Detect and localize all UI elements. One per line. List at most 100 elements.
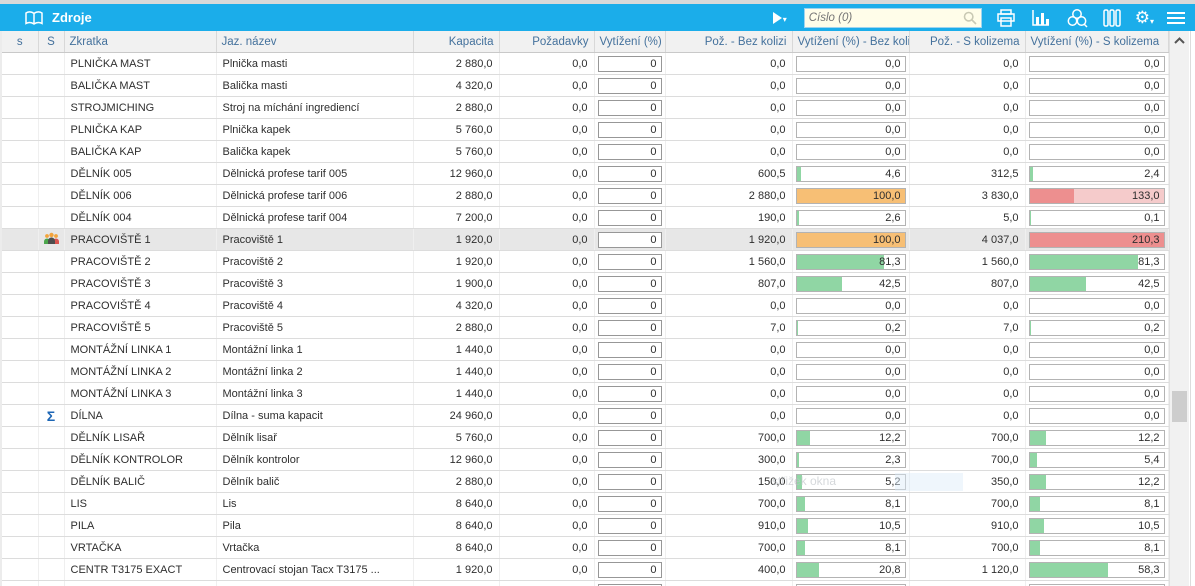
- cell-S[interactable]: [38, 162, 65, 185]
- cell-vytizeni[interactable]: 0: [594, 294, 666, 317]
- cell-vyt_s[interactable]: 133,0: [1025, 184, 1169, 207]
- cell-s[interactable]: [2, 96, 39, 119]
- cell-poz_s[interactable]: 0,0: [909, 382, 1026, 405]
- cell-kapacita[interactable]: 7 200,0: [413, 206, 500, 229]
- menu-icon[interactable]: [1167, 9, 1185, 27]
- cell-S[interactable]: [38, 184, 65, 207]
- cell-vytizeni[interactable]: 0: [594, 382, 666, 405]
- cell-S[interactable]: [38, 514, 65, 537]
- col-header-poz_s[interactable]: Pož. - S kolizema: [909, 31, 1026, 53]
- search-icon[interactable]: [962, 10, 981, 26]
- cell-pozadavky[interactable]: 0,0: [499, 162, 595, 185]
- cell-vytizeni[interactable]: 0: [594, 514, 666, 537]
- cell-nazev[interactable]: Dělnická profese tarif 005: [216, 162, 414, 185]
- cell-kapacita[interactable]: 2 880,0: [413, 470, 500, 493]
- utilization-input[interactable]: 0: [597, 99, 662, 116]
- utilization-input[interactable]: 0: [597, 517, 662, 534]
- cell-zkratka[interactable]: BALIČKA KAP: [64, 140, 217, 163]
- utilization-input[interactable]: 0: [597, 209, 662, 226]
- cell-zkratka[interactable]: DĚLNÍK LISAŘ: [64, 426, 217, 449]
- cell-kapacita[interactable]: 1 920,0: [413, 250, 500, 273]
- col-header-poz_bez[interactable]: Pož. - Bez kolizi: [665, 31, 793, 53]
- cell-poz_s[interactable]: 3 830,0: [909, 184, 1026, 207]
- cell-kapacita[interactable]: [413, 580, 500, 586]
- cell-S[interactable]: [38, 228, 65, 251]
- utilization-input[interactable]: 0: [597, 363, 662, 380]
- cell-vyt_bez[interactable]: 8,1: [792, 536, 910, 559]
- cell-kapacita[interactable]: 8 640,0: [413, 536, 500, 559]
- cell-poz_s[interactable]: 0,0: [909, 360, 1026, 383]
- cell-S[interactable]: [38, 118, 65, 141]
- cell-nazev[interactable]: Dělník kontrolor: [216, 448, 414, 471]
- cell-pozadavky[interactable]: 0,0: [499, 558, 595, 581]
- cell-s[interactable]: [2, 162, 39, 185]
- cell-poz_s[interactable]: 312,5: [909, 162, 1026, 185]
- cell-poz_bez[interactable]: [665, 580, 793, 586]
- cell-s[interactable]: [2, 382, 39, 405]
- cell-nazev[interactable]: Balička kapek: [216, 140, 414, 163]
- cell-s[interactable]: [2, 118, 39, 141]
- cell-nazev[interactable]: Dělnická profese tarif 006: [216, 184, 414, 207]
- cell-vyt_s[interactable]: 0,0: [1025, 74, 1169, 97]
- cell-vytizeni[interactable]: 0: [594, 448, 666, 471]
- cell-zkratka[interactable]: PLNIČKA MAST: [64, 52, 217, 75]
- cell-S[interactable]: [38, 272, 65, 295]
- cell-pozadavky[interactable]: 0,0: [499, 206, 595, 229]
- cell-nazev[interactable]: Pracoviště 1: [216, 228, 414, 251]
- cell-vyt_s[interactable]: 12,2: [1025, 470, 1169, 493]
- cell-vyt_s[interactable]: 0,0: [1025, 140, 1169, 163]
- cell-pozadavky[interactable]: 0,0: [499, 404, 595, 427]
- cell-vytizeni[interactable]: 0: [594, 536, 666, 559]
- table-row[interactable]: LIS Lis 8 640,0 0,0 0 700,0 8,1 700,0 8,1: [2, 492, 1169, 515]
- table-row[interactable]: VRTAČKA Vrtačka 8 640,0 0,0 0 700,0 8,1 700,0 8,…: [2, 536, 1169, 559]
- cell-vyt_bez[interactable]: 0,0: [792, 74, 910, 97]
- cell-kapacita[interactable]: 1 920,0: [413, 558, 500, 581]
- col-header-kapacita[interactable]: Kapacita: [413, 31, 500, 53]
- table-row[interactable]: Σ DÍLNA Dílna - suma kapacit 24 960,0 0,0 0 0,…: [2, 404, 1169, 427]
- cell-kapacita[interactable]: 1 920,0: [413, 228, 500, 251]
- cell-vyt_bez[interactable]: 2,6: [792, 206, 910, 229]
- cell-vyt_s[interactable]: 0,0: [1025, 52, 1169, 75]
- cell-poz_s[interactable]: 700,0: [909, 448, 1026, 471]
- cell-zkratka[interactable]: PRACOVIŠTĚ 1: [64, 228, 217, 251]
- cell-vytizeni[interactable]: 0: [594, 184, 666, 207]
- cell-kapacita[interactable]: 2 880,0: [413, 96, 500, 119]
- table-row[interactable]: DĚLNÍK KONTROLOR Dělník kontrolor 12 960,0…: [2, 448, 1169, 471]
- cell-poz_bez[interactable]: 700,0: [665, 492, 793, 515]
- cell-poz_bez[interactable]: 0,0: [665, 338, 793, 361]
- cell-vyt_s[interactable]: 0,0: [1025, 294, 1169, 317]
- table-row[interactable]: BALIČKA KAP Balička kapek 5 760,0 0,0 0 0,0 0,…: [2, 140, 1169, 163]
- cell-s[interactable]: [2, 492, 39, 515]
- cell-nazev[interactable]: Montážní linka 3: [216, 382, 414, 405]
- cell-pozadavky[interactable]: 0,0: [499, 272, 595, 295]
- cell-vyt_s[interactable]: 0,0: [1025, 382, 1169, 405]
- cell-S[interactable]: [38, 492, 65, 515]
- cell-vytizeni[interactable]: 0: [594, 206, 666, 229]
- cell-kapacita[interactable]: 5 760,0: [413, 140, 500, 163]
- cell-S[interactable]: [38, 52, 65, 75]
- table-row[interactable]: DĚLNÍK BALIČ Dělník balič 2 880,0 0,0 0 150,0…: [2, 470, 1169, 493]
- cell-vyt_bez[interactable]: 4,6: [792, 162, 910, 185]
- cell-s[interactable]: [2, 184, 39, 207]
- cell-vytizeni[interactable]: 0: [594, 404, 666, 427]
- col-header-vytizeni[interactable]: Vytížení (%): [594, 31, 666, 53]
- cell-vyt_bez[interactable]: 0,0: [792, 360, 910, 383]
- cell-poz_s[interactable]: 0,0: [909, 338, 1026, 361]
- utilization-input[interactable]: 0: [597, 495, 662, 512]
- utilization-input[interactable]: 0: [597, 341, 662, 358]
- cell-kapacita[interactable]: 5 760,0: [413, 426, 500, 449]
- cell-vytizeni[interactable]: 0: [594, 74, 666, 97]
- cell-nazev[interactable]: Centrovací stojan Tacx T3175 ...: [216, 558, 414, 581]
- cell-S[interactable]: [38, 338, 65, 361]
- cell-pozadavky[interactable]: 0,0: [499, 360, 595, 383]
- col-header-vyt_s[interactable]: Vytížení (%) - S kolizema: [1025, 31, 1169, 53]
- cell-s[interactable]: [2, 536, 39, 559]
- cell-s[interactable]: [2, 250, 39, 273]
- cell-vytizeni[interactable]: 0: [594, 118, 666, 141]
- cell-kapacita[interactable]: 1 440,0: [413, 338, 500, 361]
- cell-kapacita[interactable]: 1 440,0: [413, 360, 500, 383]
- cell-zkratka[interactable]: MONTÁŽNÍ LINKA 2: [64, 360, 217, 383]
